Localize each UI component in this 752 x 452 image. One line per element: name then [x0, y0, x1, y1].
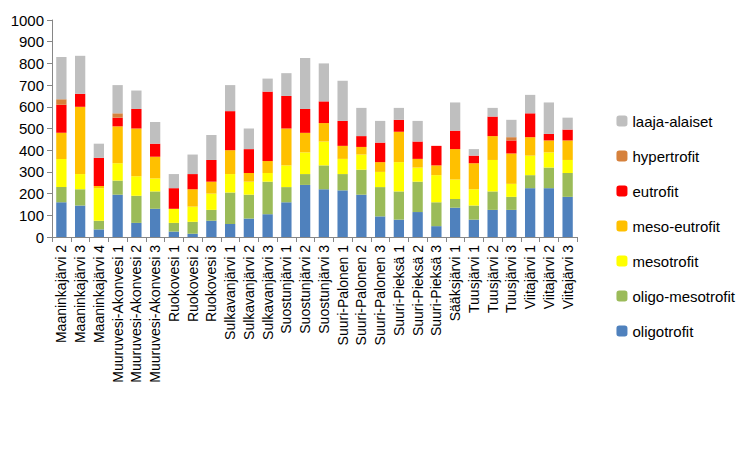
svg-text:Sulkavanjärvi 2: Sulkavanjärvi 2	[241, 245, 257, 340]
svg-text:600: 600	[19, 98, 44, 115]
svg-text:eutrofit: eutrofit	[632, 183, 679, 200]
svg-text:Ruokovesi 3: Ruokovesi 3	[203, 245, 219, 322]
svg-text:Tuusjärvi 3: Tuusjärvi 3	[503, 245, 519, 313]
svg-text:Viitajärvi 1: Viitajärvi 1	[522, 245, 538, 310]
svg-text:Suuri-Palonen 1: Suuri-Palonen 1	[335, 245, 351, 346]
svg-text:hypertrofit: hypertrofit	[632, 148, 700, 165]
svg-text:Viitajärvi 2: Viitajärvi 2	[541, 245, 557, 310]
svg-text:700: 700	[19, 77, 44, 94]
svg-text:Ruokovesi 2: Ruokovesi 2	[185, 245, 201, 322]
svg-text:Maaninkajärvi 3: Maaninkajärvi 3	[72, 245, 88, 343]
svg-text:300: 300	[19, 163, 44, 180]
svg-text:Suuri-Pieksä 3: Suuri-Pieksä 3	[428, 245, 444, 336]
svg-text:Tuusjärvi 1: Tuusjärvi 1	[466, 245, 482, 313]
svg-text:100: 100	[19, 207, 44, 224]
svg-text:meso-eutrofit: meso-eutrofit	[632, 218, 720, 235]
svg-text:900: 900	[19, 33, 44, 50]
svg-text:1000: 1000	[11, 12, 44, 29]
svg-text:Suostunjärvi 2: Suostunjärvi 2	[297, 245, 313, 334]
svg-text:Maaninkajärvi 4: Maaninkajärvi 4	[91, 245, 107, 343]
svg-text:500: 500	[19, 120, 44, 137]
svg-text:mesotrofit: mesotrofit	[632, 253, 699, 270]
svg-text:200: 200	[19, 185, 44, 202]
svg-text:Tuusjärvi 2: Tuusjärvi 2	[485, 245, 501, 313]
svg-text:Suuri-Palonen 3: Suuri-Palonen 3	[372, 245, 388, 346]
svg-text:Suuri-Pieksä 2: Suuri-Pieksä 2	[410, 245, 426, 336]
svg-text:Sääksjärvi 1: Sääksjärvi 1	[447, 245, 463, 321]
svg-text:Muuruvesi-Akonvesi 2: Muuruvesi-Akonvesi 2	[128, 245, 144, 383]
svg-text:400: 400	[19, 142, 44, 159]
svg-text:Sulkavanjärvi 1: Sulkavanjärvi 1	[222, 245, 238, 340]
svg-text:Suuri-Pieksä 1: Suuri-Pieksä 1	[391, 245, 407, 336]
svg-text:Maaninkajärvi 2: Maaninkajärvi 2	[53, 245, 69, 343]
svg-text:oligo-mesotrofit: oligo-mesotrofit	[632, 288, 735, 305]
svg-text:Muuruvesi-Akonvesi 1: Muuruvesi-Akonvesi 1	[110, 245, 126, 383]
svg-text:800: 800	[19, 55, 44, 72]
svg-text:0: 0	[36, 229, 44, 246]
svg-text:laaja-alaiset: laaja-alaiset	[632, 113, 713, 130]
svg-text:oligotrofit: oligotrofit	[632, 323, 694, 340]
svg-text:Suostunjärvi 1: Suostunjärvi 1	[278, 245, 294, 334]
svg-text:Suostunjärvi 3: Suostunjärvi 3	[316, 245, 332, 334]
svg-text:Ruokovesi 1: Ruokovesi 1	[166, 245, 182, 322]
svg-text:Muuruvesi-Akonvesi 3: Muuruvesi-Akonvesi 3	[147, 245, 163, 383]
svg-text:Suuri-Palonen 2: Suuri-Palonen 2	[353, 245, 369, 346]
svg-text:Viitajärvi 3: Viitajärvi 3	[560, 245, 576, 310]
svg-text:Sulkavanjärvi 3: Sulkavanjärvi 3	[260, 245, 276, 340]
